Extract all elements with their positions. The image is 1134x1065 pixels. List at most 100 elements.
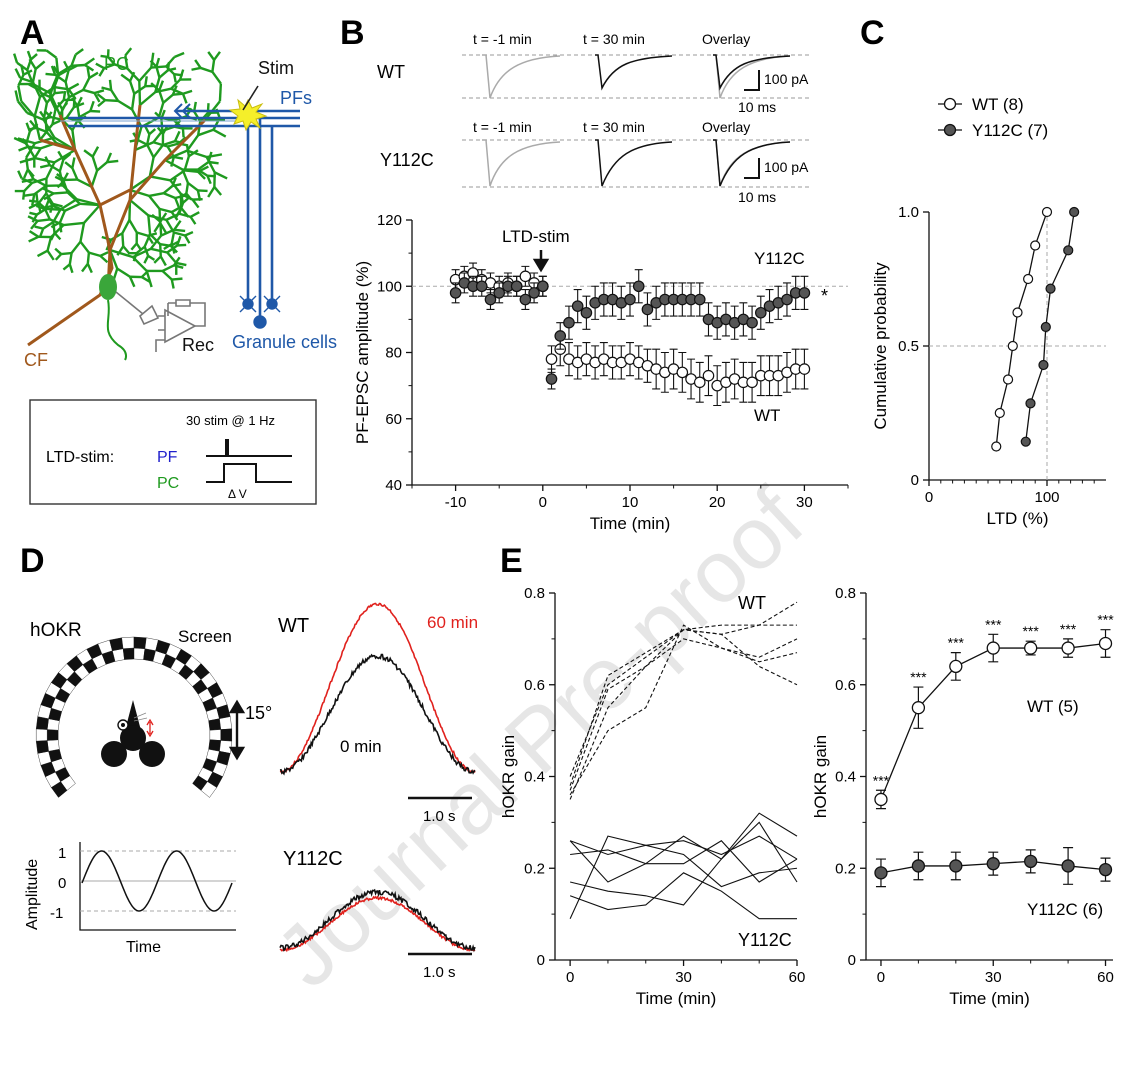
data-point bbox=[519, 270, 532, 283]
dendrite-branch bbox=[158, 80, 165, 91]
eye-trace-wt-0min bbox=[279, 653, 476, 776]
data-point bbox=[563, 316, 575, 329]
x-axis-label: Time (min) bbox=[636, 989, 717, 1008]
data-point bbox=[624, 293, 636, 306]
data-point bbox=[528, 287, 540, 299]
eye-trace-y112c-0min bbox=[279, 888, 476, 953]
label-cf: CF bbox=[24, 350, 48, 370]
dendrite-branch bbox=[206, 175, 212, 185]
dendrite-branch bbox=[173, 51, 185, 59]
dendrite-branch bbox=[45, 131, 58, 144]
dendrite-branch bbox=[185, 182, 190, 194]
y-axis-label: Cumulative probability bbox=[871, 262, 890, 430]
d-label-screen: Screen bbox=[178, 627, 232, 646]
dendrite-branch bbox=[148, 192, 164, 198]
data-point bbox=[475, 280, 488, 293]
dendrite-branch bbox=[136, 231, 149, 237]
dendrite-branch bbox=[129, 188, 150, 198]
dendrite-branch bbox=[40, 91, 51, 99]
dendrite-branch bbox=[23, 182, 33, 192]
dendrite-branch bbox=[86, 263, 93, 274]
data-point bbox=[1098, 862, 1113, 877]
dendrite-branch bbox=[71, 63, 85, 68]
dendrite-branch bbox=[158, 90, 165, 104]
dendrite-branch bbox=[178, 202, 185, 215]
dendrite-branch bbox=[145, 270, 153, 288]
dendrite-branch bbox=[61, 251, 72, 256]
checker-cell bbox=[209, 729, 222, 741]
checker-cell bbox=[46, 739, 60, 752]
dendrite-branch bbox=[39, 163, 50, 169]
dendrite-branch bbox=[173, 220, 182, 231]
dendrite-branch bbox=[211, 71, 222, 85]
y-tick-label: 40 bbox=[385, 477, 402, 494]
dendrite-branch bbox=[14, 90, 20, 102]
dendrite-branch bbox=[120, 73, 131, 83]
dendrite-branch bbox=[72, 96, 76, 108]
dendrite-branch bbox=[108, 79, 113, 91]
individual-trace bbox=[570, 821, 798, 883]
dendrite-branch bbox=[53, 74, 60, 88]
pc-axon bbox=[106, 299, 127, 361]
dendrite-branch bbox=[37, 192, 48, 205]
dendrite-branch bbox=[34, 225, 44, 230]
dendrite-branch bbox=[101, 86, 112, 92]
dendrite-branch bbox=[197, 161, 210, 171]
dendrite-branch bbox=[89, 100, 95, 112]
y-tick-label: 0 bbox=[911, 472, 919, 489]
dendrite-branch bbox=[186, 149, 208, 159]
dendrite-branch bbox=[52, 221, 56, 234]
checker-cell bbox=[35, 716, 49, 730]
scale-y-y112c: 100 pA bbox=[764, 159, 809, 175]
dendrite-branch bbox=[124, 55, 129, 69]
y-tick-label: 100 bbox=[377, 278, 402, 295]
significance-marker: *** bbox=[1060, 621, 1077, 637]
data-point bbox=[484, 293, 497, 306]
dendrite-branch bbox=[166, 61, 171, 71]
dendrite-branch bbox=[61, 102, 69, 110]
d-label-60min: 60 min bbox=[427, 613, 478, 632]
dendrite-branch bbox=[62, 263, 71, 271]
data-point bbox=[994, 407, 1005, 419]
dendrite-branch bbox=[147, 254, 156, 261]
dendrite-branch bbox=[34, 60, 46, 70]
x-tick-label: 60 bbox=[1097, 969, 1114, 986]
dendrite-branch bbox=[57, 64, 73, 76]
dendrite-branch bbox=[140, 269, 150, 278]
data-point bbox=[1038, 359, 1049, 371]
dendrite-branch bbox=[132, 256, 148, 272]
row-label-y112c: Y112C bbox=[380, 150, 434, 170]
trace-wt-overlay-post bbox=[713, 54, 791, 91]
dendrite-branch bbox=[65, 106, 75, 119]
data-point bbox=[545, 353, 558, 365]
data-point bbox=[1007, 340, 1018, 352]
dendrite-branch bbox=[155, 66, 161, 78]
checker-cell bbox=[35, 728, 48, 742]
dendrite-branch bbox=[27, 145, 41, 150]
dendrite-branch bbox=[169, 179, 182, 195]
dendrite-branch bbox=[170, 232, 176, 245]
x-tick-label: 60 bbox=[789, 969, 806, 986]
dendrite-branch bbox=[21, 138, 29, 148]
sine-stimulus-plot: 1 0 -1 Amplitude Time bbox=[24, 842, 236, 956]
scalebar-y112c bbox=[744, 158, 760, 179]
dendrite-branch bbox=[137, 138, 148, 146]
dendrite-branch bbox=[13, 53, 19, 64]
trace-header-3: Overlay bbox=[702, 31, 750, 47]
data-point bbox=[754, 306, 767, 319]
dendrite-branch bbox=[64, 161, 74, 169]
dendrite-branch bbox=[130, 93, 136, 110]
dendrite-branch bbox=[96, 93, 106, 102]
significance-marker: *** bbox=[985, 616, 1002, 632]
dendrite-branch bbox=[54, 85, 69, 91]
data-point bbox=[991, 441, 1002, 452]
d-scale-label-1: 1.0 s bbox=[423, 808, 456, 825]
e-left-label-wt: WT bbox=[738, 593, 766, 613]
dendrite-branch bbox=[103, 63, 116, 70]
dendrite-branch bbox=[182, 89, 193, 95]
e-right-label-y112c: Y112C (6) bbox=[1027, 900, 1103, 919]
dendrite-branch bbox=[50, 221, 61, 229]
data-point bbox=[1041, 206, 1053, 218]
dendrite-branch bbox=[68, 252, 73, 265]
data-point bbox=[536, 280, 549, 293]
